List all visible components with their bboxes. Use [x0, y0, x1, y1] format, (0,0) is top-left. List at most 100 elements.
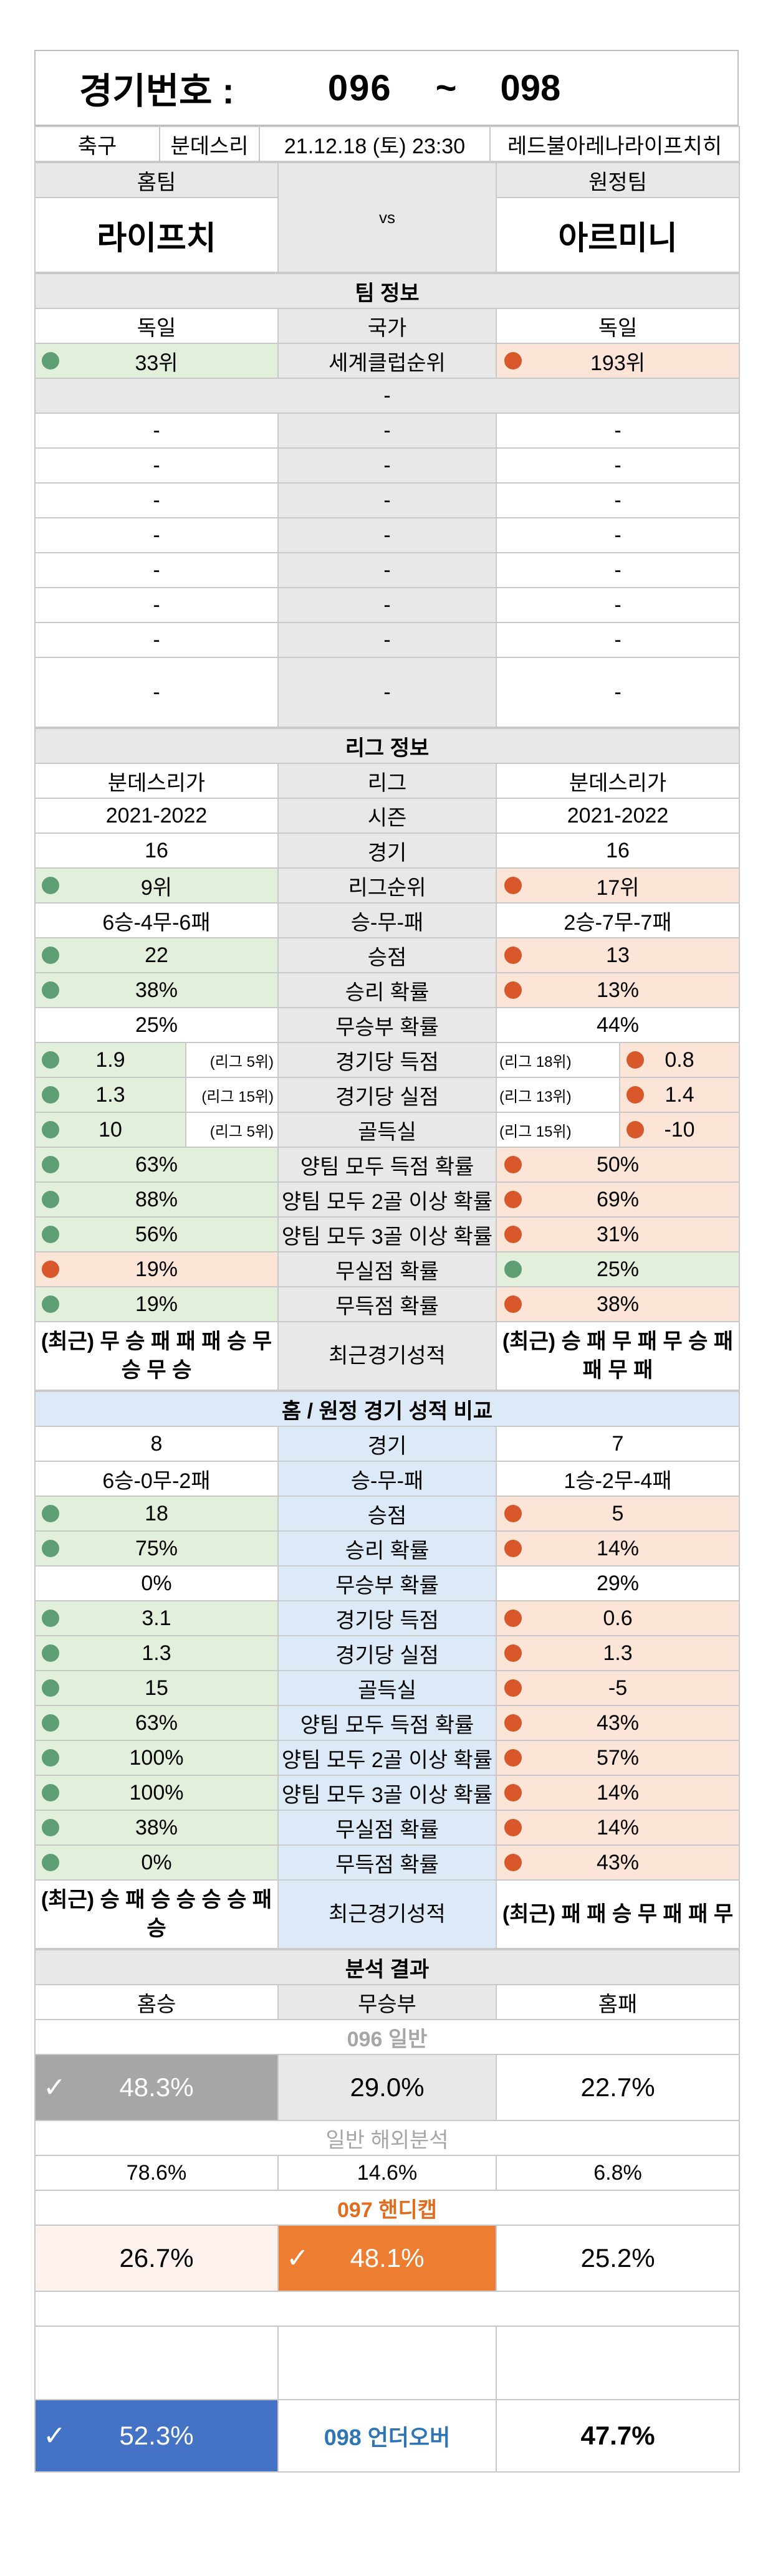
- info-label: -: [277, 622, 497, 658]
- green-indicator-dot: [42, 1156, 59, 1173]
- away-ranked-value: 0.8: [619, 1044, 739, 1076]
- info-label: -: [277, 447, 497, 484]
- stat-row: 분데스리가 리그 분데스리가: [34, 763, 741, 799]
- green-indicator-dot: [42, 947, 59, 964]
- away-world-rank: 193위: [495, 343, 741, 379]
- handicap-home: 26.7%: [34, 2225, 279, 2292]
- home-stat-value: 8: [34, 1426, 279, 1462]
- away-stat-value: 50%: [495, 1147, 741, 1183]
- home-stat-value: 25%: [34, 1007, 279, 1043]
- away-stat-value: 1.3: [495, 1635, 741, 1671]
- orange-indicator-dot: [504, 1679, 522, 1697]
- home-recent-homeform: (최근) 승 패 승 승 승 승 패 승: [34, 1879, 279, 1949]
- stat-row: 9위 리그순위 17위: [34, 867, 741, 904]
- away-info-value: -: [495, 657, 741, 728]
- stat-label: 무실점 확률: [277, 1810, 497, 1846]
- stat-row: 63% 양팀 모두 득점 확률 43%: [34, 1705, 741, 1741]
- orange-indicator-dot: [504, 1854, 522, 1871]
- home-stat-value: 100%: [34, 1740, 279, 1776]
- league-cell: 분데스리: [159, 126, 260, 162]
- stat-row: 6승-4무-6패 승-무-패 2승-7무-7패: [34, 902, 741, 938]
- blank-cell-2: [277, 2326, 497, 2400]
- home-info-value: -: [34, 657, 279, 728]
- away-league-rank: (리그 15위): [499, 1123, 572, 1140]
- green-indicator-dot: [42, 1295, 59, 1313]
- orange-indicator-dot: [504, 877, 522, 894]
- home-info-value: -: [34, 587, 279, 623]
- info-label: -: [277, 413, 497, 449]
- home-stat-value: 6승-0무-2패: [34, 1461, 279, 1497]
- blank-cell-1: [34, 2326, 279, 2400]
- green-indicator-dot: [42, 1714, 59, 1732]
- orange-indicator-dot: [504, 1714, 522, 1732]
- handicap-away: 25.2%: [495, 2225, 741, 2292]
- green-indicator-dot: [42, 1086, 59, 1104]
- home-stat-value: 63%: [34, 1147, 279, 1183]
- stat-label: 경기당 득점: [277, 1042, 497, 1078]
- orange-indicator-dot: [42, 1261, 59, 1278]
- overseas-away: 6.8%: [495, 2155, 741, 2191]
- stat-row: 75% 승리 확률 14%: [34, 1530, 741, 1567]
- team-info-row: ---: [34, 517, 741, 553]
- team-info-title: 팀 정보: [34, 273, 741, 309]
- handicap-draw-pick: ✓ 48.1%: [277, 2225, 497, 2292]
- away-ranked-value: 1.4: [619, 1079, 739, 1111]
- home-stat-value: 88%: [34, 1181, 279, 1218]
- away-indicator-dot: [504, 352, 522, 370]
- ranked-stat-row: 1.3 (리그 15위) 경기당 실점 (리그 13위) 1.4: [34, 1077, 741, 1113]
- home-stat-value: 0%: [34, 1565, 279, 1601]
- away-info-value: -: [495, 587, 741, 623]
- overseas-draw: 14.6%: [277, 2155, 497, 2191]
- home-stat-value: 38%: [34, 972, 279, 1008]
- away-stat-value: 29%: [495, 1565, 741, 1601]
- venue-cell: 레드불아레나라이프치히: [489, 126, 740, 162]
- check-icon: ✓: [286, 2243, 309, 2274]
- stat-row: 38% 승리 확률 13%: [34, 972, 741, 1008]
- underover-title: 098 언더오버: [277, 2399, 497, 2473]
- stat-row: 19% 무득점 확률 38%: [34, 1286, 741, 1322]
- stat-label: 양팀 모두 3골 이상 확률: [277, 1775, 497, 1811]
- home-stat-value: 38%: [34, 1810, 279, 1846]
- orange-indicator-dot: [504, 1819, 522, 1836]
- away-team-label: 원정팀: [496, 162, 740, 198]
- ranked-stat-row: 10 (리그 5위) 골득실 (리그 15위) -10: [34, 1112, 741, 1148]
- away-ranked-value: -10: [619, 1114, 739, 1146]
- home-stat-value: 분데스리가: [34, 763, 279, 799]
- away-stat-value: 2승-7무-7패: [495, 902, 741, 938]
- stat-row: 88% 양팀 모두 2골 이상 확률 69%: [34, 1181, 741, 1218]
- match-number-label: 경기번호 :: [79, 71, 234, 112]
- match-sheet: 경기번호 : 096 ~ 098 축구 분데스리 21.12.18 (토) 23…: [34, 50, 741, 2473]
- stat-label: 골득실: [277, 1670, 497, 1706]
- info-label: -: [277, 517, 497, 553]
- handicap-title: 097 핸디캡: [34, 2190, 741, 2226]
- team-info-row: ---: [34, 447, 741, 484]
- stat-label: 무득점 확률: [277, 1286, 497, 1322]
- away-stat-value: -5: [495, 1670, 741, 1706]
- stat-row: 0% 무승부 확률 29%: [34, 1565, 741, 1601]
- home-info-value: -: [34, 622, 279, 658]
- green-indicator-dot: [42, 1679, 59, 1697]
- team-info-row: ---: [34, 657, 741, 728]
- stat-row: 16 경기 16: [34, 832, 741, 869]
- stat-label: 승리 확률: [277, 1530, 497, 1567]
- away-ranked-stat: (리그 13위) 1.4: [495, 1077, 741, 1113]
- away-info-value: -: [495, 447, 741, 484]
- home-indicator-dot: [42, 352, 59, 370]
- stat-row: 1.3 경기당 실점 1.3: [34, 1635, 741, 1671]
- col-home-loss: 홈패: [495, 1984, 741, 2020]
- orange-indicator-dot: [627, 1121, 645, 1138]
- home-info-value: -: [34, 482, 279, 518]
- team-info-row: ---: [34, 413, 741, 449]
- stat-label: 무실점 확률: [277, 1251, 497, 1287]
- home-league-rank: (리그 5위): [209, 1053, 274, 1071]
- stat-label: 양팀 모두 2골 이상 확률: [277, 1181, 497, 1218]
- stat-label: 승점: [277, 937, 497, 973]
- stat-label: 승-무-패: [277, 902, 497, 938]
- stat-row: 25% 무승부 확률 44%: [34, 1007, 741, 1043]
- team-info-table: 팀 정보 독일 국가 독일 33위 세계클럽순위 193위 - --------…: [34, 273, 741, 728]
- home-stat-value: 15: [34, 1670, 279, 1706]
- stat-row: 63% 양팀 모두 득점 확률 50%: [34, 1147, 741, 1183]
- away-stat-value: 2021-2022: [495, 798, 741, 834]
- info-label: -: [277, 657, 497, 728]
- away-league-rank: (리그 18위): [499, 1053, 572, 1071]
